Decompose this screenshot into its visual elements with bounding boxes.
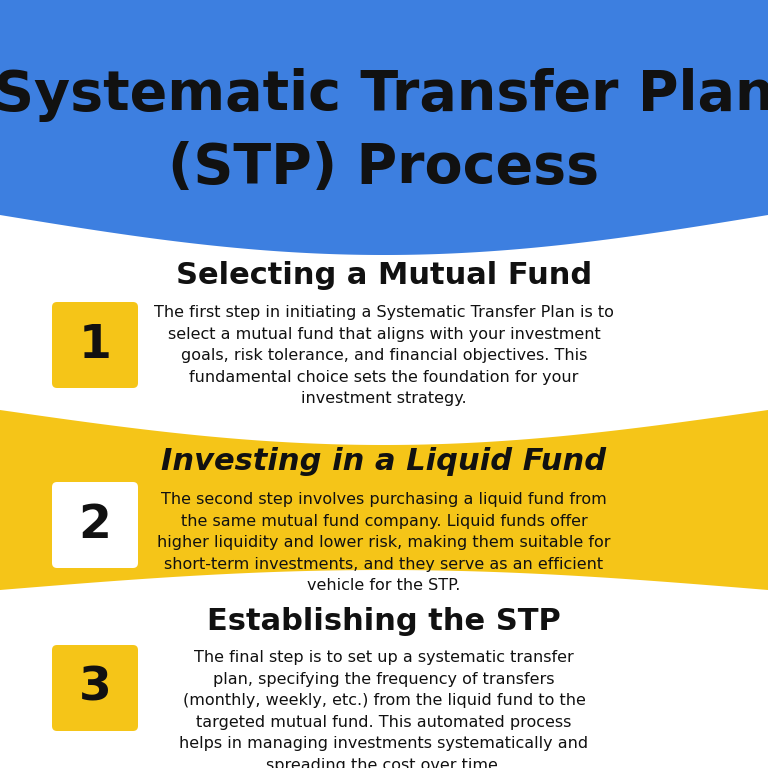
Text: The final step is to set up a systematic transfer
plan, specifying the frequency: The final step is to set up a systematic…	[180, 650, 588, 768]
Text: The first step in initiating a Systematic Transfer Plan is to
select a mutual fu: The first step in initiating a Systemati…	[154, 305, 614, 406]
Text: 3: 3	[78, 666, 111, 710]
Text: Systematic Transfer Plan: Systematic Transfer Plan	[0, 68, 768, 122]
Polygon shape	[0, 0, 768, 255]
Text: 1: 1	[78, 323, 111, 368]
FancyBboxPatch shape	[52, 482, 138, 568]
Text: Establishing the STP: Establishing the STP	[207, 607, 561, 637]
Text: 2: 2	[78, 502, 111, 548]
FancyBboxPatch shape	[52, 645, 138, 731]
Text: (STP) Process: (STP) Process	[168, 141, 600, 195]
Text: Selecting a Mutual Fund: Selecting a Mutual Fund	[176, 260, 592, 290]
Text: Investing in a Liquid Fund: Investing in a Liquid Fund	[161, 448, 607, 476]
FancyBboxPatch shape	[52, 302, 138, 388]
Polygon shape	[0, 410, 768, 590]
Text: The second step involves purchasing a liquid fund from
the same mutual fund comp: The second step involves purchasing a li…	[157, 492, 611, 594]
